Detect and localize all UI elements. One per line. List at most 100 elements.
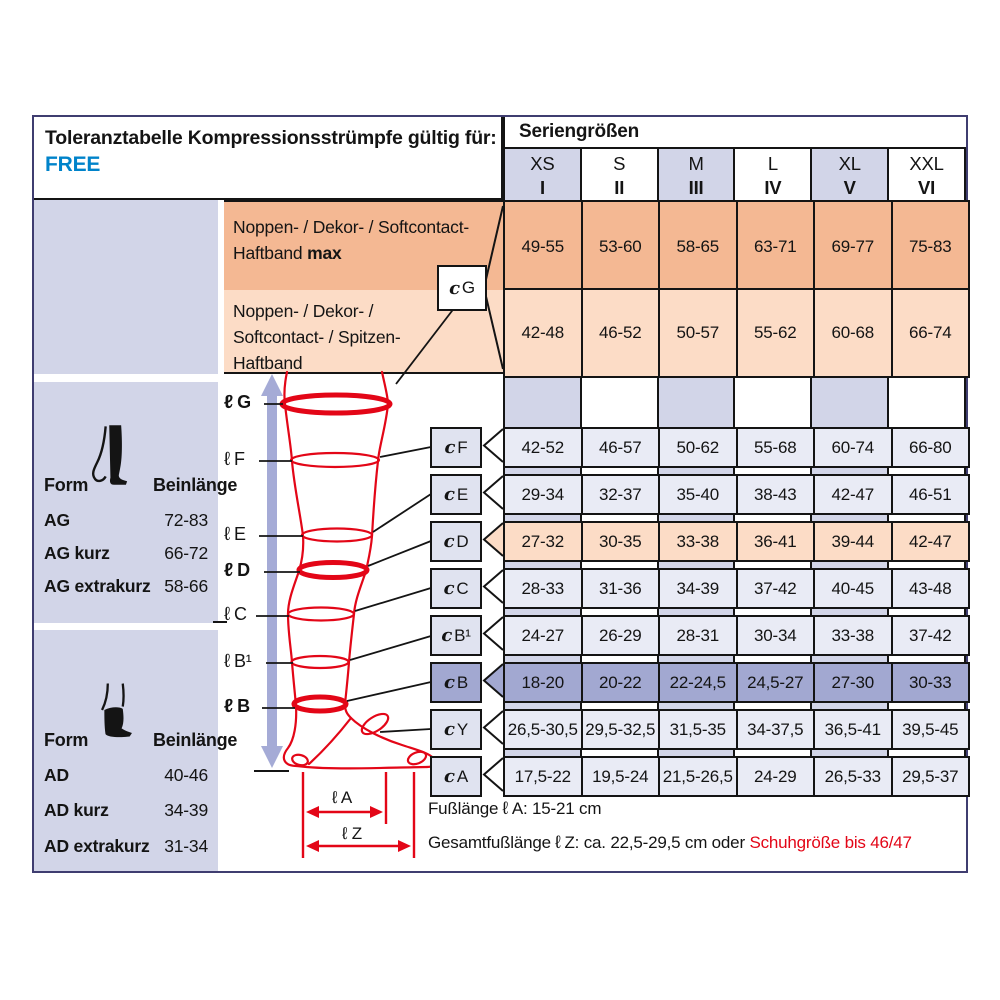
value-cell: 49-55 xyxy=(505,202,581,292)
form-panel-ad: Form Beinlänge AD 40-46 AD kurz 34-39 AD ext… xyxy=(34,630,237,871)
value-cell: 17,5-22 xyxy=(505,758,581,795)
haftband-max-label: Noppen- / Dekor- / Softcontact- Haftband … xyxy=(224,202,503,290)
value-cell: 50-57 xyxy=(658,290,736,376)
haftband-label-line: Softcontact- / Spitzen- xyxy=(233,324,401,350)
value-cell: 32-37 xyxy=(580,476,658,513)
spacer-strip xyxy=(503,372,966,429)
form-column-header: Form xyxy=(44,730,89,750)
haftband-label-text: Noppen- / Dekor- / xyxy=(233,301,374,321)
form-name: AG kurz xyxy=(44,543,110,563)
value-cell: 34-39 xyxy=(658,570,736,607)
value-cell: 26,5-33 xyxy=(813,758,891,795)
foot-length-label-a: ℓ A xyxy=(331,788,353,807)
value-cell: 39,5-45 xyxy=(890,711,968,748)
measure-row: 42-52 46-57 50-62 55-68 60-74 66-80 xyxy=(503,427,970,468)
leg-label-letter: G xyxy=(237,392,251,412)
foot-length-label-z: ℓ Z xyxy=(341,824,362,843)
haftband-label-text: Haftband xyxy=(233,353,303,373)
value-cell: 34-37,5 xyxy=(735,711,813,748)
size-header-row: XS I S II M III L IV XL V XXL VI xyxy=(503,147,966,202)
value-cell: 26-29 xyxy=(580,617,658,654)
length-range: 40-46 xyxy=(164,765,208,785)
value-cell: 28-33 xyxy=(505,570,581,607)
size-name: XXL xyxy=(909,153,944,174)
leg-label-letter: F xyxy=(233,449,245,469)
size-column-header: XL V xyxy=(810,149,888,200)
haftband-row: 42-48 46-52 50-57 55-62 60-68 66-74 xyxy=(503,288,970,378)
value-cell: 21,5-26,5 xyxy=(658,758,736,795)
form-row: AD kurz 34-39 xyxy=(34,800,218,821)
measure-row: 17,5-22 19,5-24 21,5-26,5 24-29 26,5-33 29,5-… xyxy=(503,756,970,797)
footnote-total-foot-length: Gesamtfußlänge ℓ Z: ca. 22,5-29,5 cm oder … xyxy=(428,832,912,852)
measure-symbol: c xyxy=(444,766,455,787)
measure-symbol: c xyxy=(444,484,455,505)
value-cell: 24-29 xyxy=(735,758,813,795)
length-range: 66-72 xyxy=(164,543,208,563)
length-symbol: ℓ xyxy=(224,449,230,470)
value-cell: 38-43 xyxy=(735,476,813,513)
knee-stocking-icon xyxy=(94,682,140,743)
size-name: L xyxy=(767,153,778,174)
size-roman: II xyxy=(614,177,625,198)
length-range: 31-34 xyxy=(164,836,208,856)
size-column-header: XXL VI xyxy=(887,149,964,200)
size-column-header: S II xyxy=(579,149,657,200)
measure-point-letter: F xyxy=(457,437,468,457)
value-cell: 27-30 xyxy=(813,664,891,701)
form-name: AD kurz xyxy=(44,800,109,820)
value-cell: 37-42 xyxy=(735,570,813,607)
haftband-label-line: Haftband xyxy=(233,350,401,376)
length-symbol: ℓ xyxy=(224,651,230,672)
value-cell: 29-34 xyxy=(505,476,581,513)
measure-symbol: c xyxy=(443,531,455,552)
form-row: AG kurz 66-72 xyxy=(34,543,218,564)
measure-row: 29-34 32-37 35-40 38-43 42-47 46-51 xyxy=(503,474,970,515)
haftband-row: 49-55 53-60 58-65 63-71 69-77 75-83 xyxy=(503,200,970,294)
value-cell: 50-62 xyxy=(658,429,736,466)
haftband-label-line: Noppen- / Dekor- / Softcontact- xyxy=(233,214,469,240)
measure-point-letter: D xyxy=(456,531,469,551)
size-column-header: L IV xyxy=(733,149,811,200)
form-column-header: Form xyxy=(44,475,89,495)
value-cell: 42-47 xyxy=(890,523,968,560)
value-cell: 30-34 xyxy=(735,617,813,654)
value-cell: 35-40 xyxy=(658,476,736,513)
leg-label-letter: B xyxy=(237,696,250,716)
value-cell: 40-45 xyxy=(813,570,891,607)
value-cell: 42-52 xyxy=(505,429,581,466)
size-roman: IV xyxy=(764,177,782,198)
spacer-cell xyxy=(656,372,734,429)
size-roman: V xyxy=(843,177,856,198)
value-cell: 18-20 xyxy=(505,664,581,701)
form-name: AD extrakurz xyxy=(44,836,150,856)
size-name: S xyxy=(613,153,626,174)
value-cell: 66-74 xyxy=(890,290,968,376)
spacer-cell xyxy=(733,372,811,429)
measure-symbol: c xyxy=(443,578,455,599)
form-name: AD xyxy=(44,765,69,785)
length-range: 34-39 xyxy=(164,800,208,820)
leg-label-letter: C xyxy=(233,604,247,624)
shoe-size-note: Schuhgröße bis 46/47 xyxy=(749,833,912,852)
value-cell: 33-38 xyxy=(658,523,736,560)
value-cell: 58-65 xyxy=(658,202,736,292)
value-cell: 30-35 xyxy=(580,523,658,560)
measure-row: 18-20 20-22 22-24,5 24,5-27 27-30 30-33 xyxy=(503,662,970,703)
value-cell: 46-51 xyxy=(890,476,968,513)
form-panel-ag: Form Beinlänge AG 72-83 AG kurz 66-72 AG ext… xyxy=(34,382,237,623)
page-title: Toleranztabelle Kompressionsstrümpfe gül… xyxy=(45,127,497,149)
form-row: AD 40-46 xyxy=(34,765,218,786)
measure-row: 24-27 26-29 28-31 30-34 33-38 37-42 xyxy=(503,615,970,656)
value-cell: 55-62 xyxy=(735,290,813,376)
value-cell: 31-36 xyxy=(580,570,658,607)
size-name: XS xyxy=(530,153,555,174)
value-cell: 42-48 xyxy=(505,290,581,376)
value-cell: 24,5-27 xyxy=(735,664,813,701)
